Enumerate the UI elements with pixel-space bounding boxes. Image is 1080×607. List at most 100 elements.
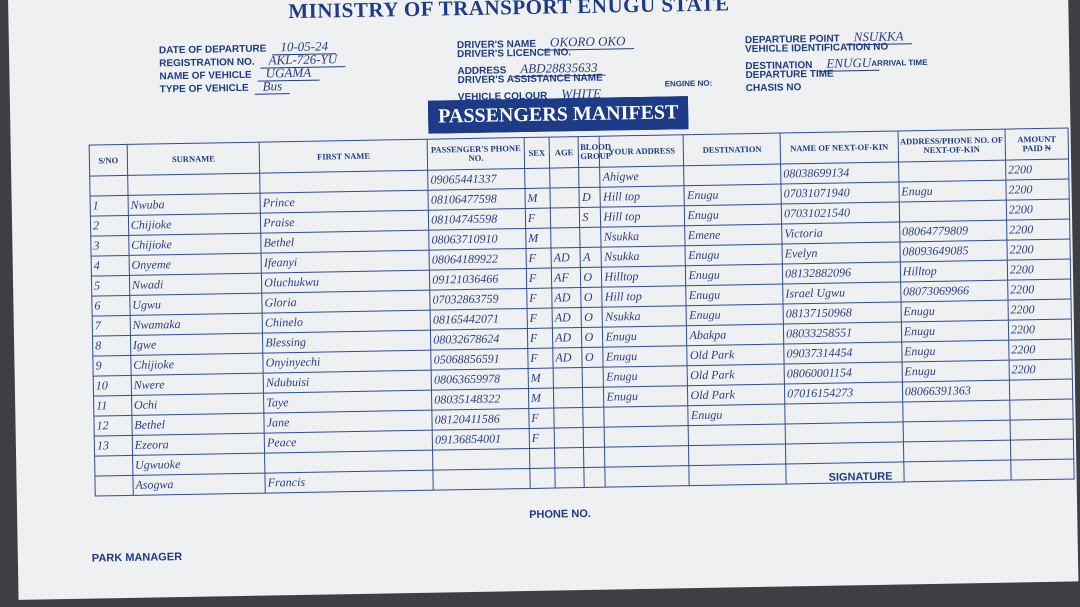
cell (1009, 378, 1073, 401)
cell (583, 447, 606, 468)
cell: Asogwa (132, 473, 266, 496)
cell: Hill top (602, 285, 687, 308)
cell (550, 187, 580, 209)
cell: 08033258551 (783, 321, 902, 345)
cell (688, 443, 786, 466)
cell: D (579, 187, 601, 208)
cell: Enugu (685, 244, 783, 266)
cell: Ugwu (129, 293, 263, 316)
cell: Enugu (685, 264, 783, 286)
cell: AD (551, 287, 582, 309)
signature-label: SIGNATURE (828, 470, 893, 484)
cell (1009, 418, 1074, 441)
cell (584, 467, 606, 488)
cell: 2200 (1007, 298, 1072, 321)
cell: Ezeora (132, 433, 265, 456)
cell: AD (552, 347, 583, 369)
cell: 08104745598 (428, 208, 526, 231)
cell: 08064779809 (899, 220, 1007, 242)
cell: Victoria (781, 221, 900, 245)
cell: O (581, 307, 603, 328)
cell (903, 440, 1011, 462)
cell: 07016154273 (784, 381, 903, 405)
cell: Ahigwe (600, 165, 685, 188)
cell (583, 427, 605, 448)
field-label: DEPARTURE TIME (745, 68, 834, 82)
engine-label: ENGINE NO: (664, 78, 713, 89)
column-header: DESTINATION (683, 133, 781, 166)
cell (550, 227, 581, 249)
cell: O (581, 287, 603, 308)
cell: Enugu (603, 365, 688, 388)
cell: 08073069966 (900, 280, 1008, 302)
cell (554, 467, 585, 489)
cell: M (524, 188, 551, 209)
cell: Nsukka (601, 245, 686, 268)
cell: Nwere (130, 373, 264, 396)
cell: 2200 (1006, 199, 1070, 221)
ministry-title: MINISTRY OF TRANSPORT ENUGU STATE (288, 0, 730, 24)
cell: Enugu (686, 284, 784, 306)
cell: Ugwuoke (132, 453, 266, 476)
column-header: FIRST NAME (259, 139, 428, 174)
cell: 9 (92, 355, 131, 377)
cell (553, 367, 583, 389)
table-body: 09065441337 Ahigwe 08038699134 2200 1 Nwuba Pr… (89, 159, 1075, 497)
column-header: SEX (523, 137, 550, 169)
cell (94, 475, 134, 497)
paper: MINISTRY OF TRANSPORT ENUGU STATE DATE O… (8, 0, 1079, 600)
cell: 08120411586 (432, 408, 530, 431)
cell (903, 460, 1012, 482)
cell (785, 441, 904, 464)
cell: M (525, 228, 552, 249)
cell: 08137150968 (783, 301, 902, 325)
cell: O (581, 327, 604, 348)
cell: 12 (93, 415, 133, 437)
cell: Enugu (686, 304, 784, 326)
cell: 07031021540 (781, 201, 900, 225)
column-header: PASSENGER'S PHONE NO. (427, 137, 525, 171)
cell: 6 (91, 295, 130, 317)
cell: 2200 (1007, 259, 1071, 281)
cell: 08106477598 (428, 188, 526, 211)
cell: Enugu (898, 180, 1007, 202)
cell: 13 (94, 435, 133, 457)
cell (550, 207, 581, 229)
cell: F (526, 308, 553, 329)
cell (582, 387, 605, 408)
field-label: TYPE OF VEHICLE (159, 82, 249, 96)
cell: Enugu (901, 360, 1010, 382)
cell (554, 447, 585, 469)
cell: 11 (93, 395, 132, 417)
cell: 2 (90, 215, 129, 237)
cell (604, 425, 689, 448)
cell (785, 421, 904, 444)
cell: 07031071940 (781, 181, 900, 205)
cell: F (526, 288, 553, 309)
cell (604, 445, 690, 468)
cell: Chijioke (128, 213, 261, 236)
cell (604, 405, 689, 428)
cell (582, 367, 604, 388)
cell: 2200 (1008, 338, 1073, 361)
cell (433, 468, 531, 491)
cell: O (582, 347, 604, 368)
cell: Nsukka (601, 225, 686, 248)
column-header: NAME OF NEXT-OF-KIN (780, 130, 899, 165)
cell (684, 164, 782, 186)
cell: Hilltop (601, 265, 687, 288)
cell: 08063710910 (428, 228, 526, 251)
manifest-title: PASSENGERS MANIFEST (427, 96, 689, 134)
cell: Nwadi (129, 273, 262, 296)
cell (1010, 438, 1074, 461)
cell: AD (551, 247, 581, 269)
cell: Enugu (603, 345, 688, 368)
cell: Enugu (684, 204, 782, 226)
cell: Nwamaka (129, 313, 263, 336)
cell: F (526, 268, 552, 289)
cell (1010, 458, 1075, 481)
cell: Ochi (131, 393, 265, 416)
cell: 2200 (1006, 239, 1071, 261)
cell: 08032678624 (430, 328, 528, 351)
cell: 8 (92, 335, 131, 357)
